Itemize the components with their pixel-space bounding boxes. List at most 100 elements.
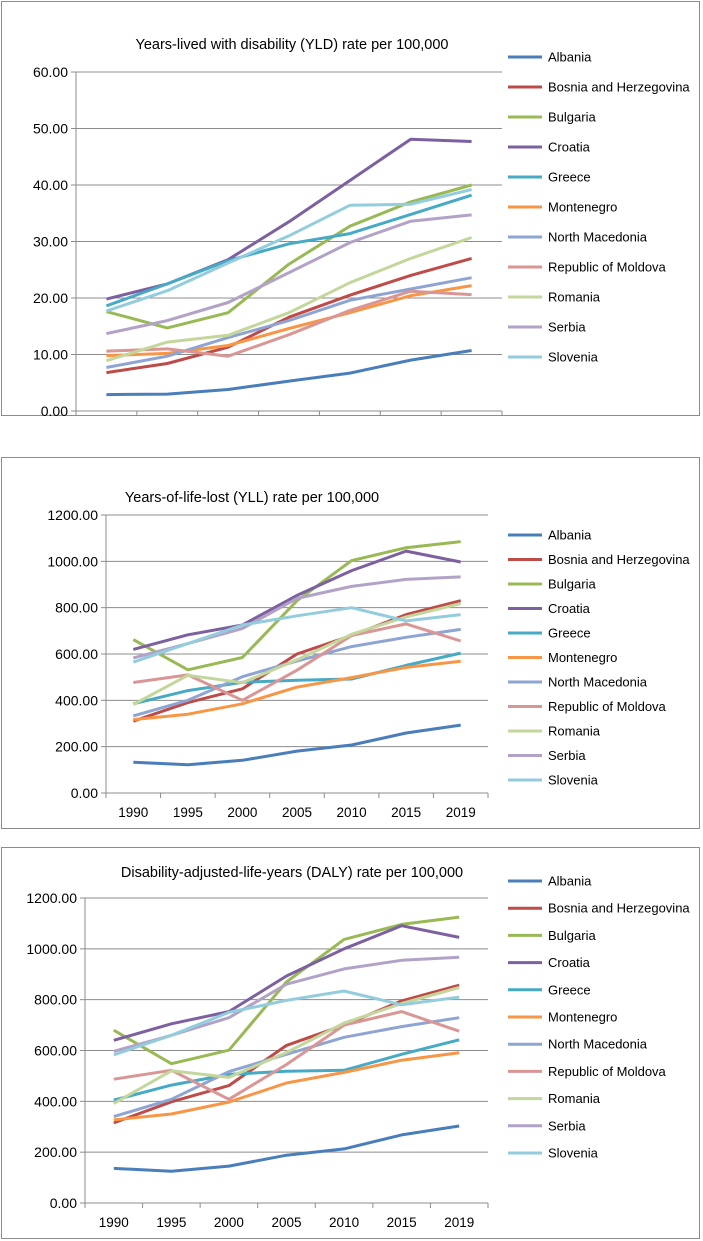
legend-label: Bulgaria bbox=[548, 110, 596, 125]
y-tick-label: 0.00 bbox=[50, 1195, 77, 1211]
legend-label: Serbia bbox=[548, 1118, 586, 1133]
y-tick-label: 50.00 bbox=[33, 121, 68, 137]
legend-label: Greece bbox=[548, 170, 591, 185]
series-line-bosnia-and-herzegovina bbox=[106, 256, 473, 375]
legend-label: Romania bbox=[548, 724, 601, 739]
y-tick-label: 600.00 bbox=[55, 646, 98, 662]
series-line-north-macedonia bbox=[132, 627, 461, 718]
y-tick-label: 1200.00 bbox=[47, 507, 98, 523]
legend-label: Slovenia bbox=[548, 773, 599, 788]
legend-label: Bulgaria bbox=[548, 928, 596, 943]
series-line-romania bbox=[132, 602, 462, 706]
series-line-greece bbox=[113, 1038, 460, 1102]
legend-label: Croatia bbox=[548, 140, 591, 155]
legend-label: North Macedonia bbox=[548, 675, 648, 690]
yll-chart-panel: Years-of-life-lost (YLL) rate per 100,00… bbox=[1, 457, 700, 829]
legend-label: Republic of Moldova bbox=[548, 1064, 667, 1079]
x-tick-label: 2005 bbox=[271, 1215, 301, 1230]
series-line-republic-of-moldova bbox=[106, 289, 472, 358]
y-tick-label: 400.00 bbox=[55, 692, 98, 708]
legend-label: Serbia bbox=[548, 748, 586, 763]
x-tick-label: 2015 bbox=[391, 805, 421, 820]
series-line-montenegro bbox=[133, 659, 461, 722]
series-line-bulgaria bbox=[132, 540, 461, 672]
series-line-albania bbox=[106, 349, 472, 397]
legend-label: Bosnia and Herzegovina bbox=[548, 901, 690, 916]
y-tick-label: 200.00 bbox=[34, 1144, 77, 1160]
legend-label: Montenegro bbox=[548, 650, 617, 665]
y-tick-label: 200.00 bbox=[55, 739, 98, 755]
y-tick-label: 0.00 bbox=[41, 403, 68, 417]
daly-chart: Disability-adjusted-life-years (DALY) ra… bbox=[26, 865, 690, 1230]
x-tick-label: 2000 bbox=[214, 1215, 244, 1230]
legend-label: Romania bbox=[548, 1091, 601, 1106]
y-tick-label: 800.00 bbox=[34, 992, 77, 1008]
y-tick-label: 0.00 bbox=[71, 785, 98, 801]
legend-label: Albania bbox=[548, 874, 592, 889]
legend-label: Greece bbox=[548, 982, 591, 997]
y-tick-label: 800.00 bbox=[55, 600, 98, 616]
legend-label: Albania bbox=[548, 50, 592, 65]
y-tick-label: 60.00 bbox=[33, 64, 68, 80]
y-tick-label: 30.00 bbox=[33, 234, 68, 250]
y-tick-label: 20.00 bbox=[33, 290, 68, 306]
legend-label: North Macedonia bbox=[548, 230, 648, 245]
chart-title: Disability-adjusted-life-years (DALY) ra… bbox=[121, 865, 463, 881]
legend-label: Republic of Moldova bbox=[548, 699, 667, 714]
x-tick-label: 2019 bbox=[446, 805, 476, 820]
x-tick-label: 2019 bbox=[444, 1215, 474, 1230]
daly-chart-panel: Disability-adjusted-life-years (DALY) ra… bbox=[1, 847, 700, 1239]
y-tick-label: 10.00 bbox=[33, 347, 68, 363]
series-line-montenegro bbox=[113, 1051, 460, 1122]
y-tick-label: 600.00 bbox=[34, 1043, 77, 1059]
x-tick-label: 2015 bbox=[387, 1215, 417, 1230]
legend-label: Bosnia and Herzegovina bbox=[548, 552, 690, 567]
series-line-albania bbox=[133, 723, 461, 767]
yld-chart: Years-lived with disability (YLD) rate p… bbox=[33, 37, 690, 417]
y-tick-label: 1000.00 bbox=[47, 553, 98, 569]
legend-label: Romania bbox=[548, 290, 601, 305]
x-tick-label: 2005 bbox=[282, 805, 312, 820]
series-line-slovenia bbox=[113, 989, 460, 1057]
legend-label: Montenegro bbox=[548, 1010, 617, 1025]
legend-label: Slovenia bbox=[548, 350, 599, 365]
y-tick-label: 40.00 bbox=[33, 177, 68, 193]
x-tick-label: 2010 bbox=[329, 1215, 359, 1230]
legend-label: Serbia bbox=[548, 320, 586, 335]
series-line-north-macedonia bbox=[113, 1016, 460, 1119]
y-tick-label: 400.00 bbox=[34, 1093, 77, 1109]
x-tick-label: 1995 bbox=[173, 805, 203, 820]
x-tick-label: 1995 bbox=[156, 1215, 186, 1230]
legend-label: Greece bbox=[548, 626, 591, 641]
series-line-montenegro bbox=[106, 284, 472, 358]
legend-label: Bulgaria bbox=[548, 577, 596, 592]
yld-chart-panel: Years-lived with disability (YLD) rate p… bbox=[1, 1, 700, 417]
x-tick-label: 2000 bbox=[227, 805, 257, 820]
legend-label: Albania bbox=[548, 528, 592, 543]
x-tick-label: 2010 bbox=[337, 805, 367, 820]
legend-label: Bosnia and Herzegovina bbox=[548, 80, 690, 95]
series-line-serbia bbox=[106, 213, 472, 336]
legend-label: Slovenia bbox=[548, 1146, 599, 1161]
series-line-bosnia-and-herzegovina bbox=[132, 599, 462, 723]
series-line-bosnia-and-herzegovina bbox=[113, 983, 460, 1125]
legend-label: Croatia bbox=[548, 601, 591, 616]
y-tick-label: 1200.00 bbox=[26, 890, 77, 906]
series-line-greece bbox=[105, 193, 473, 308]
series-line-croatia bbox=[132, 549, 461, 651]
series-line-bulgaria bbox=[113, 915, 460, 1066]
yll-chart: Years-of-life-lost (YLL) rate per 100,00… bbox=[47, 490, 690, 820]
series-line-bulgaria bbox=[106, 183, 473, 330]
legend-label: Republic of Moldova bbox=[548, 260, 667, 275]
series-line-albania bbox=[113, 1124, 460, 1173]
x-tick-label: 1990 bbox=[118, 805, 148, 820]
series-line-slovenia bbox=[132, 606, 461, 664]
x-tick-label: 1990 bbox=[99, 1215, 129, 1230]
series-line-romania bbox=[105, 236, 473, 363]
legend-label: North Macedonia bbox=[548, 1037, 648, 1052]
chart-title: Years-lived with disability (YLD) rate p… bbox=[136, 37, 449, 53]
chart-title: Years-of-life-lost (YLL) rate per 100,00… bbox=[125, 490, 379, 506]
legend-label: Croatia bbox=[548, 955, 591, 970]
series-line-slovenia bbox=[105, 188, 472, 313]
series-line-north-macedonia bbox=[106, 276, 472, 369]
